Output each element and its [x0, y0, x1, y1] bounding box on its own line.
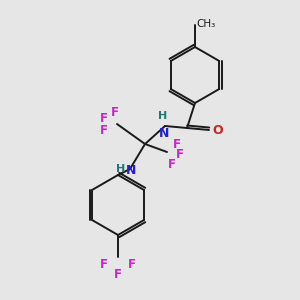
Text: H: H: [116, 164, 126, 174]
Text: H: H: [158, 111, 168, 121]
Text: O: O: [212, 124, 223, 136]
Text: F: F: [100, 112, 108, 125]
Text: F: F: [173, 137, 181, 151]
Text: F: F: [111, 106, 119, 119]
Text: N: N: [159, 127, 169, 140]
Text: F: F: [128, 259, 136, 272]
Text: F: F: [176, 148, 184, 161]
Text: F: F: [114, 268, 122, 281]
Text: F: F: [168, 158, 176, 170]
Text: F: F: [100, 124, 108, 136]
Text: N: N: [126, 164, 136, 178]
Text: CH₃: CH₃: [196, 19, 215, 29]
Text: F: F: [100, 259, 108, 272]
